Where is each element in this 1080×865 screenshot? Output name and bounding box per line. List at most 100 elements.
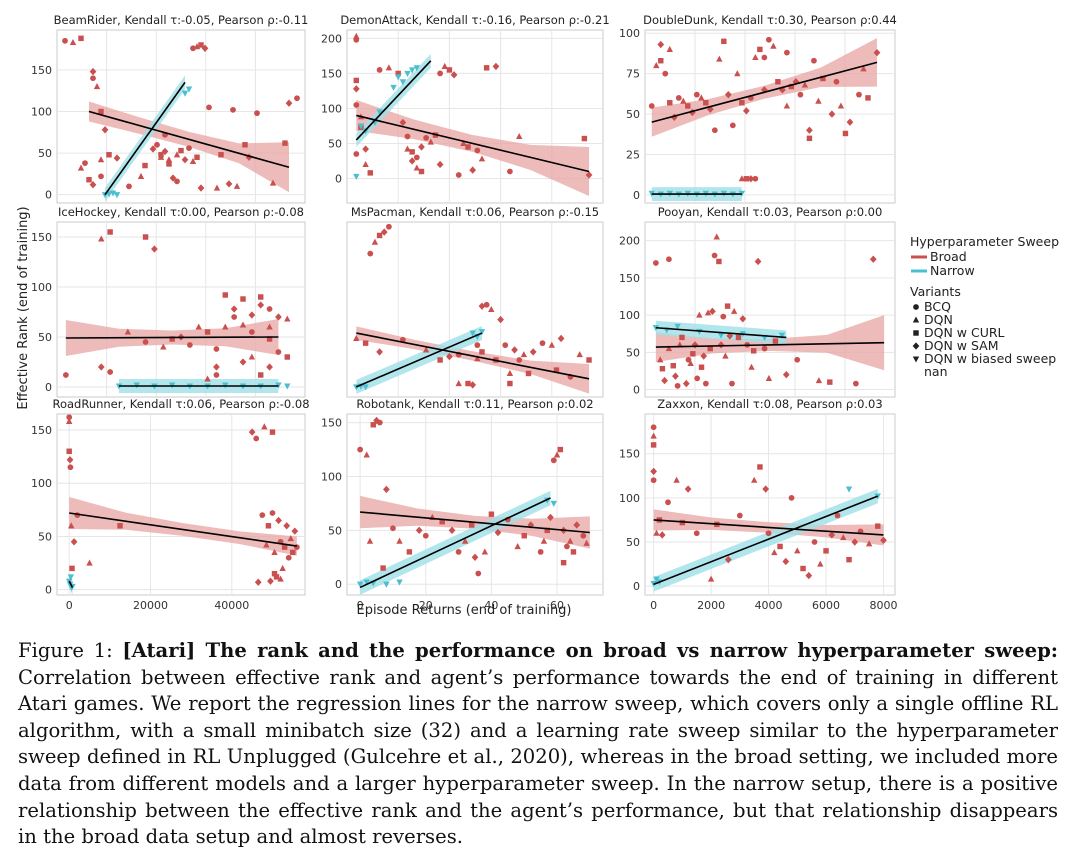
broad-data-point: [658, 531, 666, 539]
broad-data-point: [257, 294, 264, 300]
panel-title: Robotank, Kendall τ:0.11, Pearson ρ:0.02: [356, 397, 593, 411]
broad-data-point: [197, 184, 205, 192]
broad-data-point: [851, 538, 859, 546]
broad-data-point: [557, 446, 564, 453]
broad-data-point: [754, 257, 762, 266]
broad-data-point: [783, 102, 791, 109]
broad-data-point: [761, 345, 768, 352]
narrow-data-point: [778, 332, 786, 339]
broad-data-point: [287, 535, 294, 542]
broad-data-point: [735, 334, 742, 341]
broad-data-point: [724, 556, 732, 564]
broad-data-point: [93, 83, 101, 90]
broad-data-point: [186, 145, 192, 151]
broad-data-point: [690, 351, 696, 357]
broad-data-point: [62, 37, 68, 44]
broad-data-point: [713, 233, 720, 240]
broad-data-point: [161, 147, 169, 156]
broad-data-point: [720, 313, 727, 320]
x-tick-label: 60: [550, 599, 564, 612]
broad-data-point: [805, 571, 813, 580]
broad-data-point: [77, 164, 85, 171]
broad-data-point: [413, 164, 421, 171]
broad-data-point: [230, 305, 238, 313]
broad-data-point: [222, 323, 229, 330]
broad-data-point: [173, 151, 181, 158]
broad-data-point: [366, 537, 374, 544]
broad-data-point: [269, 179, 277, 186]
broad-regression-line: [653, 519, 884, 536]
narrow-data-point: [109, 190, 117, 197]
broad-data-point: [782, 557, 790, 566]
broad-confidence-band: [69, 497, 297, 556]
broad-data-point: [564, 543, 570, 550]
broad-data-point: [782, 370, 790, 379]
broad-data-point: [218, 152, 224, 158]
narrow-regression-line: [68, 580, 74, 588]
broad-data-point: [659, 365, 666, 372]
broad-data-point: [455, 380, 462, 387]
broad-data-point: [684, 485, 692, 493]
broad-data-point: [66, 414, 73, 421]
broad-data-point: [846, 556, 852, 563]
broad-data-point: [352, 85, 360, 93]
broad-data-point: [548, 341, 555, 348]
broad-data-point: [685, 103, 691, 109]
broad-data-point: [142, 234, 149, 240]
broad-data-point: [285, 99, 293, 107]
broad-data-point: [800, 565, 806, 572]
broad-data-point: [875, 523, 881, 529]
broad-data-point: [213, 346, 220, 352]
broad-data-point: [201, 44, 209, 52]
broad-data-point: [284, 315, 291, 322]
narrow-data-point: [390, 84, 397, 91]
broad-data-point: [840, 534, 847, 541]
broad-data-point: [729, 122, 736, 129]
y-tick-label: 50: [328, 524, 342, 537]
y-tick-label: 100: [321, 102, 342, 115]
broad-data-point: [367, 250, 374, 257]
broad-data-point: [66, 456, 74, 464]
broad-data-point: [693, 530, 700, 537]
broad-data-point: [233, 182, 241, 189]
broad-data-point: [696, 311, 703, 318]
broad-data-point: [762, 485, 770, 493]
legend-sweep-item: Narrow: [930, 263, 975, 278]
broad-data-point: [726, 332, 734, 340]
broad-data-point: [101, 126, 109, 134]
x-tick-label: 20000: [133, 599, 168, 612]
broad-data-point: [806, 126, 813, 134]
broad-data-point: [385, 64, 393, 71]
broad-data-point: [230, 106, 236, 113]
broad-data-point: [670, 363, 676, 369]
narrow-data-point: [478, 329, 486, 336]
broad-data-point: [69, 565, 75, 572]
broad-regression-line: [651, 61, 878, 123]
broad-data-point: [460, 139, 467, 147]
broad-data-point: [827, 379, 833, 385]
narrow-data-point: [284, 383, 291, 390]
broad-data-point: [89, 181, 97, 189]
broad-data-point: [383, 485, 390, 494]
broad-data-point: [266, 306, 273, 312]
legend-variant-item: DQN w SAM: [924, 338, 999, 353]
broad-data-point: [279, 564, 286, 571]
broad-data-point: [66, 448, 72, 454]
broad-data-point: [823, 548, 829, 554]
y-tick-label: 200: [321, 32, 342, 45]
y-tick-label: 100: [31, 106, 52, 119]
broad-data-point: [820, 75, 826, 82]
broad-data-point: [865, 95, 871, 101]
broad-data-point: [765, 530, 772, 537]
broad-data-point: [667, 100, 673, 106]
broad-data-point: [675, 95, 682, 101]
panel-demonattack: 0 50 100 150 200 DemonAttack, Kendall τ:-0.16…: [321, 13, 610, 204]
narrow-data-point: [362, 128, 369, 135]
broad-data-point: [852, 380, 859, 387]
broad-data-point: [837, 102, 845, 109]
broad-data-point: [294, 95, 300, 102]
broad-data-point: [752, 53, 759, 61]
broad-data-point: [557, 334, 565, 343]
broad-data-point: [418, 143, 425, 151]
narrow-regression-line: [104, 81, 186, 196]
